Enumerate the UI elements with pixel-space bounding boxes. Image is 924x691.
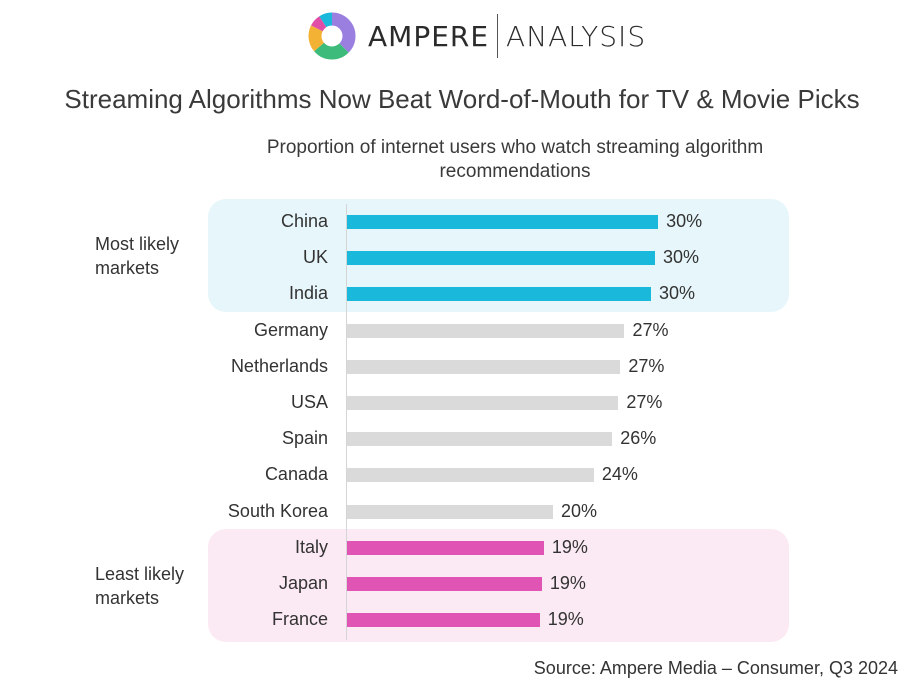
bar bbox=[347, 577, 542, 591]
value-label: 19% bbox=[547, 609, 584, 630]
brand-name: AMPERE bbox=[368, 19, 490, 53]
category-label: UK bbox=[302, 247, 328, 268]
value-label: 19% bbox=[549, 573, 586, 593]
bar bbox=[347, 468, 594, 483]
least-likely-label: Least likely markets bbox=[95, 564, 185, 608]
chart-title: Streaming Algorithms Now Beat Word-of-Mo… bbox=[64, 84, 860, 114]
most-likely-label: Most likely markets bbox=[95, 234, 180, 278]
ampere-logo-icon bbox=[308, 12, 356, 60]
bar bbox=[347, 215, 659, 229]
value-label: 27% bbox=[628, 355, 665, 376]
category-label: USA bbox=[290, 392, 328, 412]
value-label: 30% bbox=[666, 211, 703, 231]
bar bbox=[347, 504, 554, 519]
value-label: 24% bbox=[601, 464, 638, 485]
category-axis-line bbox=[346, 204, 347, 640]
brand-divider bbox=[497, 14, 499, 58]
bar bbox=[347, 323, 625, 338]
category-label: China bbox=[280, 211, 328, 231]
value-label: 20% bbox=[561, 500, 598, 521]
category-label: Japan bbox=[278, 573, 328, 593]
bar bbox=[347, 396, 619, 410]
value-label: 27% bbox=[626, 392, 663, 412]
brand-suffix: ANALYSIS bbox=[506, 19, 647, 53]
bar bbox=[347, 540, 544, 555]
category-label: Spain bbox=[281, 428, 328, 449]
category-label: Italy bbox=[294, 536, 328, 557]
category-label: South Korea bbox=[227, 500, 328, 521]
value-label: 27% bbox=[632, 319, 669, 340]
source-note: Source: Ampere Media – Consumer, Q3 2024 bbox=[533, 658, 898, 678]
value-label: 26% bbox=[620, 428, 657, 449]
chart-subtitle: Proportion of internet users who watch s… bbox=[266, 137, 764, 182]
category-label: Netherlands bbox=[230, 355, 328, 376]
logo: AMPERE ANALYSIS bbox=[308, 11, 646, 61]
bar bbox=[347, 432, 613, 447]
category-label: France bbox=[271, 609, 328, 630]
value-label: 30% bbox=[658, 283, 695, 304]
category-label: India bbox=[288, 283, 328, 304]
value-label: 30% bbox=[663, 247, 700, 268]
value-label: 19% bbox=[551, 536, 588, 557]
bar bbox=[347, 359, 621, 374]
category-label: Canada bbox=[264, 464, 328, 485]
bar bbox=[347, 251, 656, 266]
bar bbox=[347, 287, 651, 302]
category-label: Germany bbox=[253, 319, 328, 340]
bar bbox=[347, 613, 540, 628]
